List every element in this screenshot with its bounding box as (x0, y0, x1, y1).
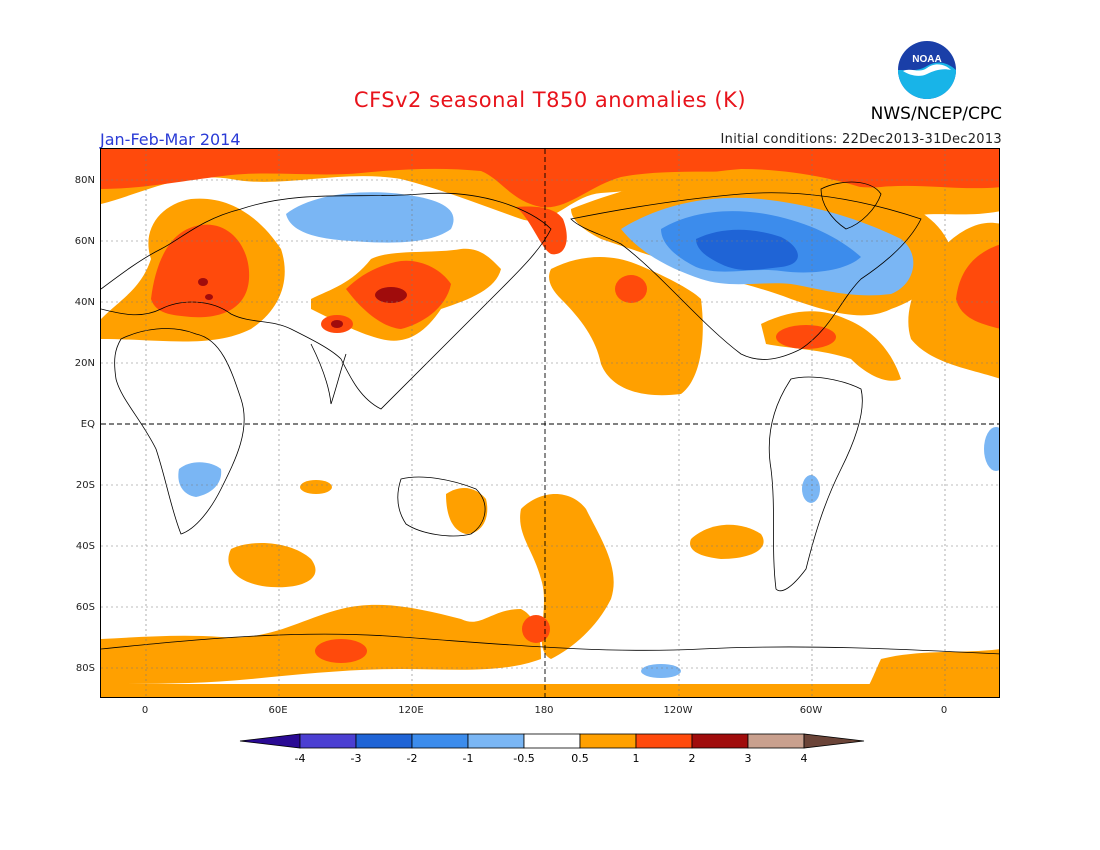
lon-label-60e: 60E (268, 705, 287, 716)
lat-label-20s: 20S (76, 480, 95, 491)
colorbar-tick-label: -0.5 (513, 752, 534, 765)
lon-label-120w: 120W (664, 705, 693, 716)
colorbar-tick-label: 4 (801, 752, 808, 765)
initial-conditions: Initial conditions: 22Dec2013-31Dec2013 (720, 132, 1002, 147)
colorbar-arrow-left (239, 733, 301, 749)
axis-labels: 80N 60N 40N 20N EQ 20S 40S 60S 80S 0 60E… (75, 175, 947, 716)
lat-label-eq: EQ (81, 419, 95, 430)
lat-label-60n: 60N (75, 236, 95, 247)
colorbar-tick-label: 3 (745, 752, 752, 765)
noaa-logo-icon: NOAA (898, 41, 956, 99)
lat-label-40s: 40S (76, 541, 95, 552)
colorbar-tick-label: -3 (351, 752, 362, 765)
lat-label-60s: 60S (76, 602, 95, 613)
colorbar-tick-label: -1 (463, 752, 474, 765)
colorbar-box (747, 733, 805, 749)
colorbar-box (411, 733, 469, 749)
lat-label-20n: 20N (75, 358, 95, 369)
colorbar-labels: -4 -3 -2 -1 -0.5 0.5 1 2 3 4 (295, 752, 808, 765)
agency-label: NWS/NCEP/CPC (870, 104, 1002, 124)
anomaly-map (100, 148, 1000, 698)
lon-label-0-right: 0 (941, 705, 947, 716)
lat-label-40n: 40N (75, 297, 95, 308)
colorbar-box (579, 733, 637, 749)
colorbar-tick-label: -2 (407, 752, 418, 765)
lon-label-0: 0 (142, 705, 148, 716)
colorbar-arrow-right (803, 733, 865, 749)
lat-label-80s: 80S (76, 663, 95, 674)
colorbar-box (355, 733, 413, 749)
colorbar-tick-label: -4 (295, 752, 306, 765)
lat-label-80n: 80N (75, 175, 95, 186)
colorbar-box (523, 733, 581, 749)
colorbar-box (299, 733, 357, 749)
map-title: CFSv2 seasonal T850 anomalies (K) (353, 88, 747, 112)
colorbar-tick-label: 2 (689, 752, 696, 765)
lon-label-180: 180 (534, 705, 553, 716)
colorbar-box (467, 733, 525, 749)
colorbar-boxes (239, 733, 865, 749)
colorbar-tick-label: 0.5 (571, 752, 589, 765)
colorbar-box (691, 733, 749, 749)
lon-label-60w: 60W (800, 705, 823, 716)
colorbar-tick-label: 1 (633, 752, 640, 765)
lon-label-120e: 120E (398, 705, 423, 716)
logo-text: NOAA (912, 54, 941, 65)
forecast-period: Jan-Feb-Mar 2014 (100, 130, 241, 149)
colorbar-box (635, 733, 693, 749)
colorbar: -4 -3 -2 -1 -0.5 0.5 1 2 3 4 (239, 733, 865, 765)
